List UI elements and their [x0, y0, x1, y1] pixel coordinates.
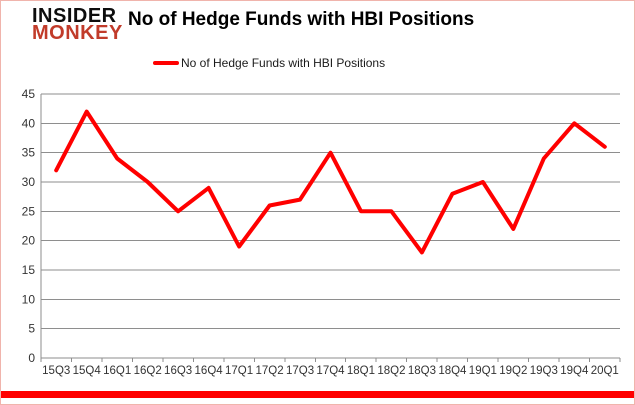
x-axis-label: 16Q2 [134, 365, 162, 377]
x-axis-label: 19Q4 [560, 365, 589, 377]
logo-insider-text: INSIDER [32, 5, 117, 27]
x-axis-label: 18Q2 [377, 365, 405, 377]
x-axis-label: 17Q2 [255, 365, 283, 377]
x-axis-label: 19Q2 [499, 365, 527, 377]
y-axis-label: 35 [22, 146, 36, 160]
x-axis-label: 17Q1 [225, 365, 253, 377]
legend: No of Hedge Funds with HBI Positions [153, 55, 385, 71]
y-axis-label: 0 [28, 351, 35, 365]
legend-label: No of Hedge Funds with HBI Positions [181, 56, 386, 70]
x-axis-label: 18Q1 [347, 365, 375, 377]
y-axis-label: 30 [22, 175, 36, 189]
logo-monkey-text: MONKEY [32, 22, 123, 44]
legend-line-swatch-icon [153, 61, 179, 65]
x-axis-label: 16Q3 [164, 365, 192, 377]
x-axis-label: 17Q3 [286, 365, 314, 377]
x-axis-label: 17Q4 [316, 365, 345, 377]
x-axis-label: 16Q4 [195, 365, 224, 377]
series-line [54, 109, 607, 255]
page-title: No of Hedge Funds with HBI Positions [128, 9, 475, 30]
y-axis-label: 10 [22, 292, 36, 306]
x-axis-label: 18Q4 [438, 365, 467, 377]
x-axis-label: 15Q3 [42, 365, 70, 377]
y-axis-label: 5 [28, 322, 35, 336]
x-axis-label: 19Q1 [469, 365, 497, 377]
x-axis-label: 19Q3 [530, 365, 558, 377]
x-axis-label: 20Q1 [591, 365, 619, 377]
bottom-red-bar [1, 391, 634, 398]
y-axis-label: 40 [22, 116, 36, 130]
y-axis-label: 45 [22, 87, 36, 101]
y-axis-label: 25 [22, 204, 36, 218]
y-axis-label: 20 [22, 234, 36, 248]
x-axis-label: 15Q4 [73, 365, 102, 377]
x-axis-label: 16Q1 [103, 365, 131, 377]
y-axis-label: 15 [22, 263, 36, 277]
insider-monkey-logo: INSIDER MONKEY [32, 5, 123, 44]
x-axis-label: 18Q3 [408, 365, 436, 377]
